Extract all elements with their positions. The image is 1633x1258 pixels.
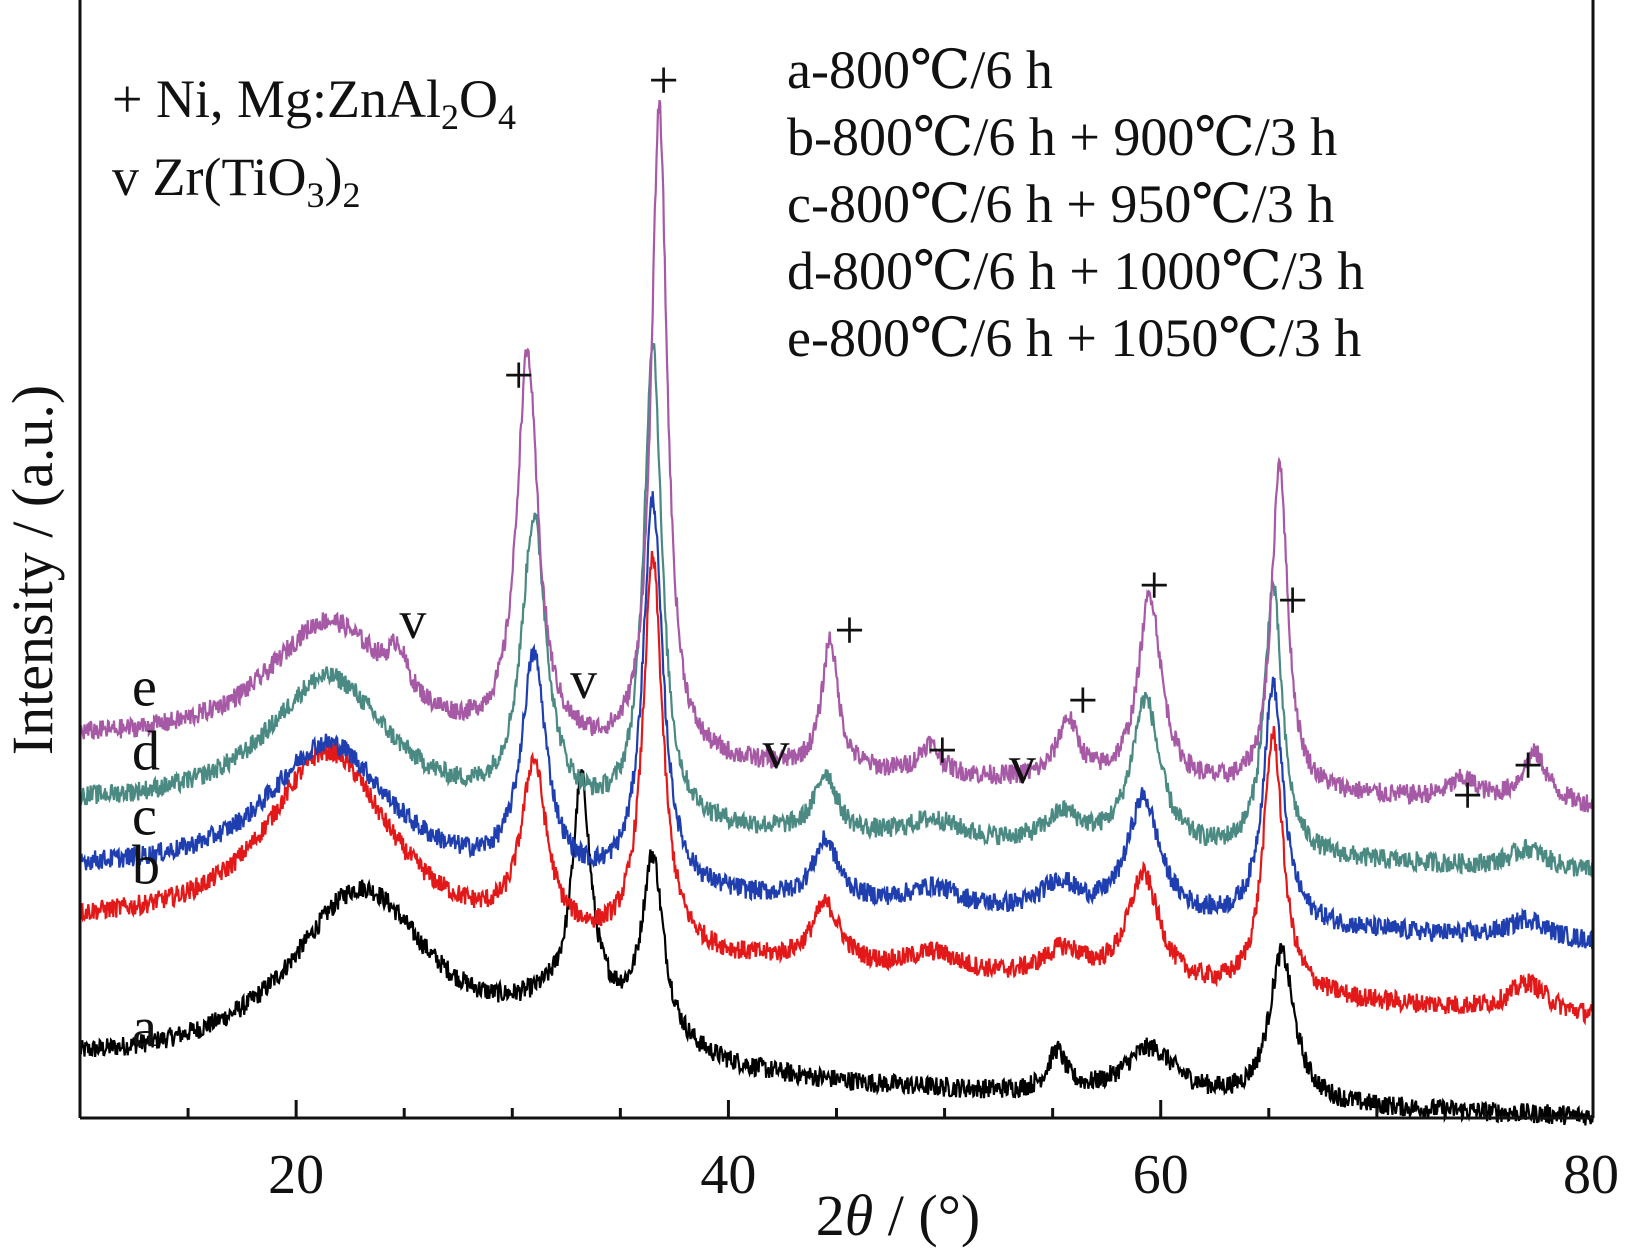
x-tick-label: 80 [1563,1144,1619,1206]
series-legend-item-c: c-800℃/6 h + 950℃/3 h [787,174,1334,234]
series-curves [78,99,1595,1126]
series-label-c: c [132,785,157,847]
series-line-c [78,491,1595,950]
series-label-a: a [132,997,157,1059]
series-line-d [78,342,1595,877]
series-legend-item-d: d-800℃/6 h + 1000℃/3 h [787,241,1364,301]
series-legend-item-e: e-800℃/6 h + 1050℃/3 h [787,308,1361,368]
series-legend-item-b: b-800℃/6 h + 900℃/3 h [787,107,1337,167]
x-tick-label: 20 [268,1144,324,1206]
phase-legend-item-zirconium-titanate: v Zr(TiO3)2 [112,147,361,215]
spinel-peak-marker: + [648,50,678,110]
spinel-peak-marker: + [504,345,534,405]
x-axis-title: 2θ / (°) [816,1183,980,1248]
series-legend: a-800℃/6 h b-800℃/6 h + 900℃/3 h c-800℃/6 … [787,40,1364,368]
spinel-peak-marker: + [1513,735,1543,795]
plot-frame [78,0,1595,1120]
spinel-peak-marker: + [1139,555,1169,615]
titanate-peak-marker: v [570,650,597,710]
series-label-b: b [132,834,160,896]
series-line-a [78,769,1595,1126]
x-tick-label: 40 [700,1144,756,1206]
titanate-peak-marker: v [1009,735,1036,795]
titanate-peak-marker: v [399,590,426,650]
x-tick-label: 60 [1133,1144,1189,1206]
x-ticks: 20 40 60 80 [78,1100,1619,1206]
spinel-peak-marker: + [834,600,864,660]
titanate-peak-marker: v [762,720,789,780]
peak-markers: + + v v + v + v + + + + + [399,50,1543,825]
spinel-peak-marker: + [1452,765,1482,825]
spinel-peak-marker: + [1068,670,1098,730]
series-legend-item-a: a-800℃/6 h [787,40,1053,100]
y-axis-title: Intensity / (a.u.) [0,385,65,755]
phase-legend-item-spinel: + Ni, Mg:ZnAl2O4 [112,69,516,137]
phase-legend: + Ni, Mg:ZnAl2O4 v Zr(TiO3)2 [112,69,516,215]
series-label-e: e [132,656,157,718]
spinel-peak-marker: + [927,720,957,780]
series-line-b [79,550,1595,1026]
series-line-e [78,99,1595,813]
series-label-d: d [132,720,160,782]
spinel-peak-marker: + [1277,570,1307,630]
